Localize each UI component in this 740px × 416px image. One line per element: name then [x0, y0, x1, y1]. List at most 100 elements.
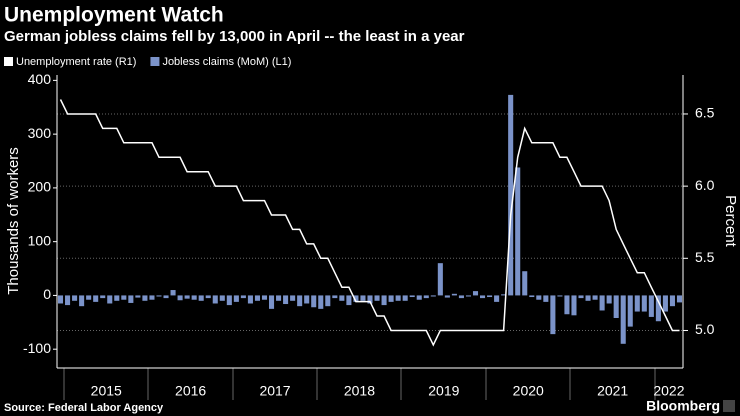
bar — [472, 291, 479, 296]
chart-title: Unemployment Watch — [4, 4, 224, 27]
legend-swatch — [150, 57, 160, 66]
x-tick-label: 2018 — [344, 383, 375, 399]
bar — [79, 295, 85, 307]
bar — [662, 295, 668, 312]
bar — [536, 295, 542, 300]
y-tick-label: 100 — [28, 232, 52, 248]
x-tick-label: 2021 — [597, 383, 628, 399]
y2-tick-label: 6.5 — [695, 105, 715, 121]
bar — [163, 295, 169, 299]
bar — [444, 295, 450, 298]
bar — [634, 295, 640, 312]
bar — [627, 295, 633, 327]
bar — [205, 295, 211, 299]
bar — [142, 295, 148, 301]
bar — [550, 295, 556, 335]
y2-tick-label: 5.0 — [695, 321, 715, 337]
brand: Bloomberg — [646, 398, 720, 414]
bar — [508, 94, 514, 296]
bar — [156, 295, 162, 297]
bar — [128, 295, 134, 303]
bar — [613, 295, 619, 319]
x-tick-label: 2017 — [259, 383, 290, 399]
legend-label: Jobless claims (MoM) (L1) — [162, 56, 291, 68]
y-tick-label: 400 — [28, 71, 52, 87]
bar — [599, 295, 605, 311]
bar — [219, 295, 225, 301]
bar — [388, 295, 394, 302]
y-tick-label: 0 — [43, 286, 51, 302]
bar — [170, 290, 176, 296]
bar — [325, 295, 331, 307]
bar — [212, 295, 218, 304]
bar — [620, 295, 626, 344]
bar — [430, 295, 436, 297]
bar — [578, 295, 584, 299]
line — [59, 99, 680, 347]
bar — [557, 295, 563, 297]
y-tick-label: 300 — [28, 125, 52, 141]
bar — [339, 295, 345, 301]
x-tick-label: 2015 — [91, 383, 122, 399]
brand-icon — [723, 400, 735, 412]
bar — [121, 295, 127, 300]
bar — [198, 295, 204, 301]
bar — [458, 295, 464, 299]
bar — [240, 295, 246, 299]
bar — [304, 295, 310, 304]
bar — [360, 295, 366, 301]
bar — [332, 295, 338, 299]
bar — [515, 167, 521, 296]
bar — [177, 295, 183, 301]
bar — [261, 295, 268, 300]
bar — [311, 295, 317, 308]
bar — [283, 295, 289, 305]
x-tick-label: 2022 — [653, 383, 684, 399]
bar — [451, 293, 457, 296]
legend-label: Unemployment rate (R1) — [16, 56, 136, 68]
year-separators — [63, 368, 656, 400]
x-tick-label: 2016 — [175, 383, 206, 399]
bar — [100, 295, 106, 299]
bar — [226, 295, 232, 306]
bar — [72, 295, 78, 301]
bar — [184, 295, 190, 299]
bar — [65, 295, 71, 306]
bar — [297, 295, 303, 307]
bar — [395, 295, 401, 301]
bar — [276, 295, 282, 301]
legend-swatch — [4, 57, 13, 66]
bar — [367, 295, 373, 304]
bar — [114, 295, 120, 301]
bar — [374, 295, 380, 301]
bar — [247, 295, 253, 304]
bar — [648, 295, 654, 317]
x-tick-label: 2019 — [428, 383, 459, 399]
bar — [268, 295, 275, 309]
bar — [641, 295, 647, 312]
bar — [564, 295, 570, 315]
bar — [381, 295, 387, 306]
chart-subtitle: German jobless claims fell by 13,000 in … — [4, 28, 465, 45]
bar — [494, 295, 500, 302]
bar — [480, 295, 486, 299]
bar — [416, 295, 422, 300]
bar — [135, 295, 141, 298]
bar — [149, 295, 155, 300]
x-tick-label: 2020 — [513, 383, 544, 399]
bar — [529, 295, 535, 298]
bar — [592, 295, 598, 300]
bar — [318, 295, 324, 309]
bar — [191, 295, 197, 300]
y2-tick-label: 6.0 — [695, 177, 715, 193]
bar — [402, 295, 408, 301]
bar — [655, 295, 661, 322]
bar — [86, 295, 92, 300]
bar — [353, 295, 359, 302]
bar — [346, 295, 352, 306]
bar — [254, 295, 260, 301]
bar — [290, 295, 296, 301]
bar — [501, 294, 507, 296]
